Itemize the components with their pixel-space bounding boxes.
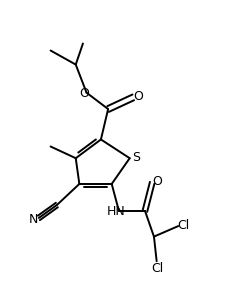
Text: S: S (131, 150, 139, 164)
Text: O: O (132, 90, 142, 103)
Text: O: O (152, 175, 162, 188)
Text: Cl: Cl (177, 219, 189, 232)
Text: N: N (29, 212, 38, 226)
Text: HN: HN (106, 205, 125, 218)
Text: O: O (79, 87, 89, 100)
Text: Cl: Cl (150, 262, 162, 275)
